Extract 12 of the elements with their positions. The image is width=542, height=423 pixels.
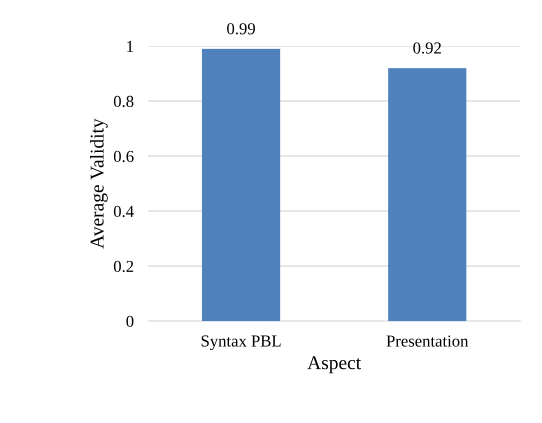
data-label: 0.99 [227, 23, 255, 34]
y-tick-label: 1 [127, 40, 134, 52]
data-label: 0.92 [413, 42, 441, 54]
y-tick-label: 0.2 [114, 260, 134, 272]
y-tick-label: 0.4 [114, 206, 134, 218]
y-tick-label: 0.6 [114, 150, 134, 162]
y-tick-label: 0.8 [114, 96, 134, 108]
y-axis-title: Average Validity [90, 118, 108, 249]
x-tick-label: Syntax PBL [202, 335, 281, 350]
x-axis-title: Aspect [307, 356, 362, 374]
y-tick-label: 0 [126, 316, 134, 328]
x-tick-label: Presentation [386, 335, 468, 347]
